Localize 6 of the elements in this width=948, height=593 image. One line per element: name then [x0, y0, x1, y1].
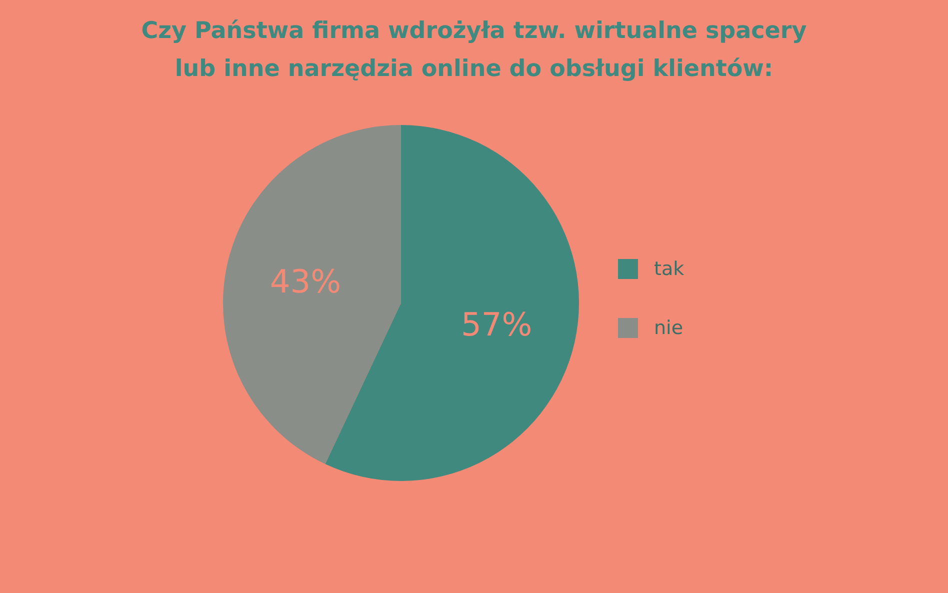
chart-title: Czy Państwa firma wdrożyła tzw. wirtualne spacery lub inne narzędzia online do obsługi klientów: [140, 17, 808, 84]
data-label: 43% [270, 262, 342, 301]
legend-label: nie [654, 317, 684, 339]
pie-slice [223, 125, 401, 464]
legend-label: tak [654, 258, 684, 280]
data-label: 57% [460, 305, 532, 344]
